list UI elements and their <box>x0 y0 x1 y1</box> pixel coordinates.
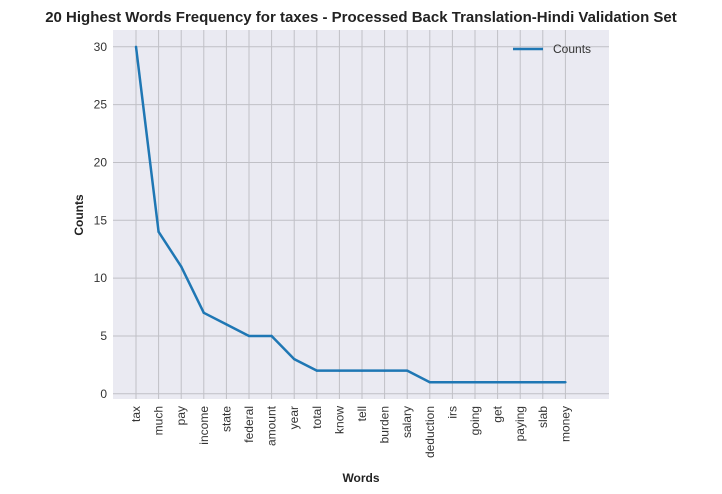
y-tick-label: 10 <box>94 271 108 285</box>
x-tick-label: money <box>558 406 572 442</box>
legend-label: Counts <box>553 42 591 56</box>
x-tick-label: year <box>287 406 301 429</box>
x-tick-label: tell <box>355 406 369 421</box>
data-point <box>406 369 409 372</box>
series-group <box>134 45 567 384</box>
y-tick-label: 20 <box>94 155 108 169</box>
data-point <box>519 381 522 384</box>
data-point <box>157 230 160 234</box>
data-point <box>564 381 567 384</box>
x-tick-label: amount <box>265 405 279 446</box>
data-point <box>315 369 318 372</box>
data-point <box>202 311 205 315</box>
y-axis-label: Counts <box>72 194 86 236</box>
y-tick-label: 5 <box>100 329 107 343</box>
x-tick-label: tax <box>129 406 143 422</box>
x-tick-label: much <box>152 406 166 435</box>
data-point <box>383 369 386 372</box>
x-axis-ticks: tax much pay income state federal amount year to… <box>129 405 572 458</box>
data-point <box>270 334 273 338</box>
data-point <box>473 381 477 384</box>
x-tick-label: get <box>491 405 505 422</box>
y-tick-label: 25 <box>94 98 108 112</box>
x-axis-label: Words <box>342 471 379 485</box>
y-tick-label: 15 <box>94 213 108 227</box>
x-tick-label: federal <box>242 406 256 443</box>
x-tick-label: paying <box>513 406 527 441</box>
data-point <box>247 334 251 338</box>
y-axis-ticks: 0 5 10 15 20 25 30 <box>94 40 108 401</box>
x-tick-label: know <box>332 406 346 434</box>
series-line <box>134 46 566 384</box>
data-point <box>496 381 499 384</box>
x-tick-label: slab <box>536 406 550 428</box>
data-point <box>541 381 544 384</box>
x-tick-label: salary <box>400 406 414 438</box>
y-tick-label: 0 <box>100 387 107 401</box>
x-tick-label: deduction <box>423 406 437 458</box>
data-point <box>180 265 183 268</box>
data-point <box>293 357 296 361</box>
data-point <box>338 369 341 372</box>
x-tick-label: going <box>468 406 482 435</box>
legend: Counts <box>513 42 591 56</box>
chart-title: 20 Highest Words Frequency for taxes - P… <box>45 9 677 26</box>
data-point <box>360 369 364 372</box>
plot-area <box>113 30 609 399</box>
x-tick-label: irs <box>445 406 459 419</box>
data-point <box>451 381 454 384</box>
x-tick-label: burden <box>378 406 392 443</box>
y-tick-label: 30 <box>94 40 108 54</box>
x-tick-label: total <box>310 406 324 429</box>
data-point <box>225 323 228 326</box>
x-tick-label: state <box>219 406 233 432</box>
x-tick-label: income <box>197 406 211 445</box>
data-point <box>134 45 138 48</box>
data-point <box>428 381 431 384</box>
x-tick-label: pay <box>174 406 188 425</box>
